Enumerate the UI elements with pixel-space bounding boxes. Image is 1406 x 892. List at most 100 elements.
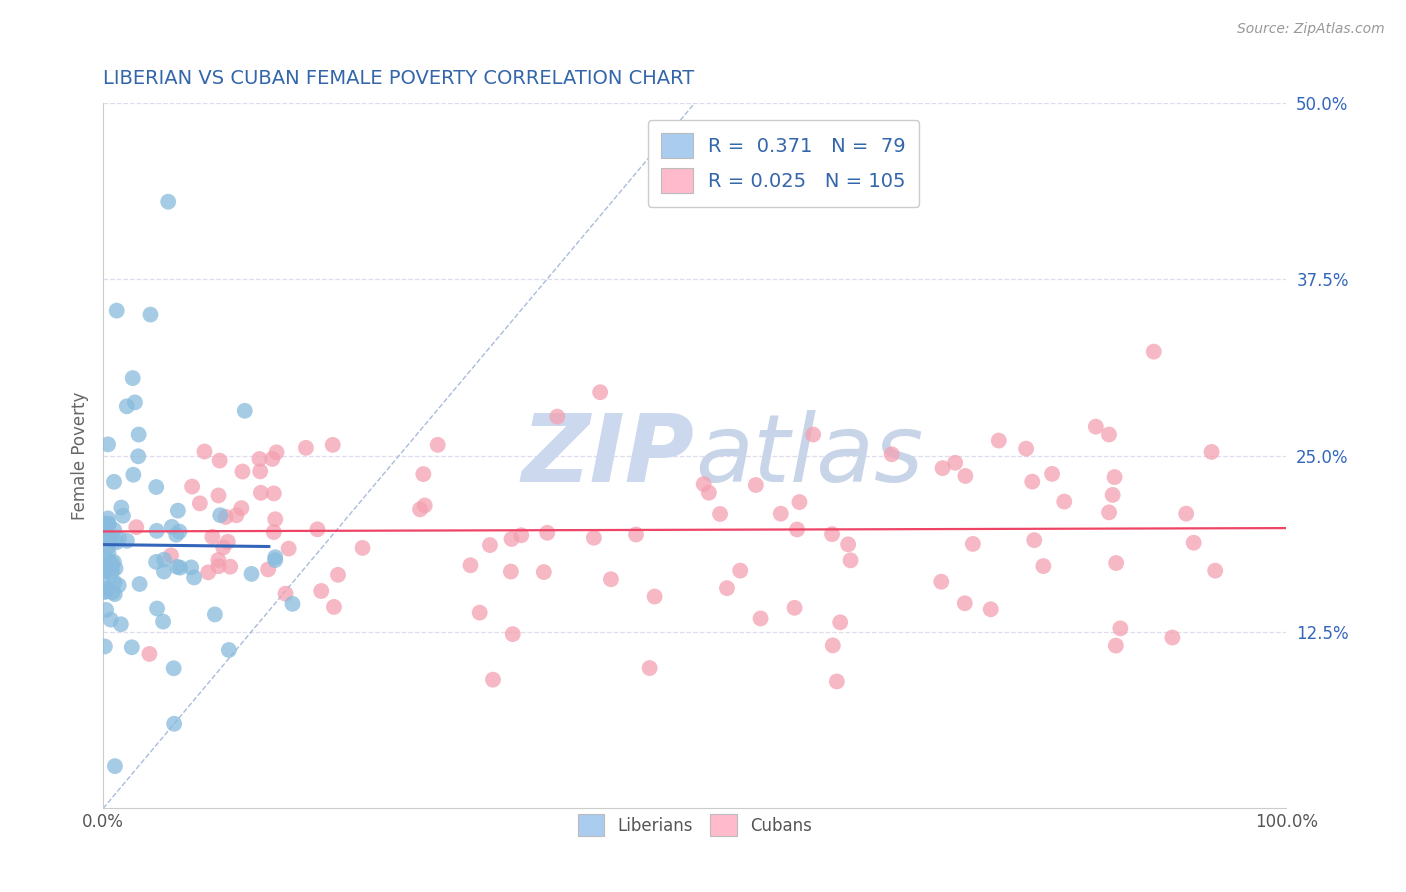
Point (263, 524, 285, 539)
Point (1104, 470, 1126, 484)
Point (204, 607, 226, 622)
Point (101, 585, 124, 599)
Point (262, 451, 284, 466)
Point (1105, 556, 1128, 570)
Point (146, 601, 169, 615)
Point (1201, 445, 1223, 459)
Point (468, 606, 491, 620)
Legend: Liberians, Cubans: Liberians, Cubans (571, 807, 818, 842)
Point (104, 561, 127, 575)
Point (121, 640, 143, 655)
Point (962, 537, 984, 551)
Point (644, 590, 666, 604)
Point (953, 596, 976, 610)
Point (231, 465, 253, 479)
Point (263, 486, 285, 500)
Point (1101, 488, 1123, 502)
Point (1204, 564, 1226, 578)
Point (225, 508, 247, 523)
Point (97, 437, 120, 451)
Point (128, 427, 150, 442)
Point (769, 507, 792, 521)
Point (502, 627, 524, 641)
Point (93, 577, 115, 591)
Point (127, 450, 149, 464)
Point (217, 534, 239, 549)
Point (207, 488, 229, 502)
Point (209, 508, 232, 523)
Point (103, 555, 125, 569)
Point (482, 673, 505, 687)
Point (264, 550, 287, 565)
Point (97, 518, 120, 533)
Point (352, 541, 374, 555)
Point (160, 520, 183, 534)
Point (153, 552, 176, 566)
Point (980, 602, 1002, 616)
Point (181, 479, 204, 493)
Point (94, 564, 117, 578)
Point (103, 475, 125, 489)
Point (207, 553, 229, 567)
Point (94, 603, 117, 617)
Point (104, 759, 127, 773)
Point (139, 308, 162, 322)
Point (97, 516, 120, 531)
Point (266, 445, 288, 459)
Point (98, 531, 121, 545)
Point (110, 617, 132, 632)
Point (107, 578, 129, 592)
Point (1053, 494, 1076, 508)
Point (169, 560, 191, 574)
Point (1040, 467, 1063, 481)
Point (250, 485, 273, 500)
Point (103, 523, 125, 537)
Point (193, 444, 215, 458)
Point (281, 597, 304, 611)
Point (501, 532, 523, 546)
Point (94, 584, 117, 599)
Point (115, 533, 138, 548)
Point (412, 467, 434, 481)
Point (93, 516, 115, 531)
Point (274, 587, 297, 601)
Point (987, 434, 1010, 448)
Text: ZIP: ZIP (522, 409, 695, 501)
Point (121, 371, 143, 385)
Point (1015, 442, 1038, 456)
Point (165, 527, 187, 541)
Point (322, 438, 344, 452)
Point (1098, 505, 1121, 519)
Point (1021, 475, 1043, 489)
Point (536, 525, 558, 540)
Point (97, 546, 120, 560)
Point (510, 528, 533, 542)
Point (697, 485, 720, 500)
Point (100, 531, 122, 545)
Point (692, 477, 714, 491)
Point (201, 530, 224, 544)
Point (233, 404, 256, 418)
Point (1024, 533, 1046, 548)
Point (146, 524, 169, 538)
Point (460, 558, 482, 573)
Point (100, 613, 122, 627)
Point (128, 577, 150, 591)
Point (929, 574, 952, 589)
Point (145, 480, 167, 494)
Point (533, 565, 555, 579)
Point (264, 553, 287, 567)
Point (600, 572, 623, 586)
Point (309, 584, 332, 599)
Point (105, 535, 128, 549)
Point (101, 565, 124, 579)
Point (789, 495, 811, 509)
Point (499, 565, 522, 579)
Point (426, 438, 449, 452)
Point (152, 615, 174, 629)
Point (115, 400, 138, 414)
Point (943, 456, 966, 470)
Point (277, 541, 299, 556)
Point (582, 531, 605, 545)
Point (91, 562, 114, 576)
